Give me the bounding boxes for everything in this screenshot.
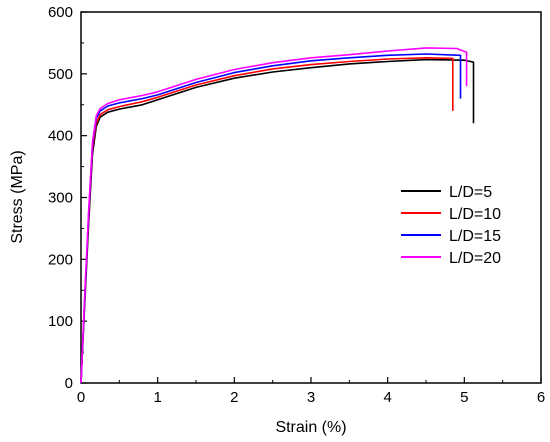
x-tick-label: 2: [230, 389, 238, 406]
legend-label: L/D=10: [449, 206, 501, 223]
x-tick-label: 3: [307, 389, 315, 406]
legend-label: L/D=15: [449, 228, 501, 245]
y-tick-label: 0: [65, 375, 73, 392]
x-tick-label: 5: [460, 389, 468, 406]
x-axis: 0 1 2 3 4 5 6: [77, 377, 545, 406]
y-tick-label: 200: [48, 251, 73, 268]
x-tick-label: 1: [153, 389, 161, 406]
x-axis-title: Strain (%): [275, 419, 346, 436]
y-tick-label: 400: [48, 128, 73, 145]
legend: L/D=5 L/D=10 L/D=15 L/D=20: [401, 184, 501, 267]
series-line: [80, 47, 468, 384]
x-tick-label: 4: [383, 389, 391, 406]
y-tick-label: 500: [48, 66, 73, 83]
series-line: [80, 58, 475, 384]
y-axis-title: Stress (MPa): [9, 150, 26, 243]
y-tick-label: 100: [48, 313, 73, 330]
y-tick-label: 300: [48, 190, 73, 207]
legend-label: L/D=20: [449, 250, 501, 267]
legend-label: L/D=5: [449, 184, 492, 201]
series-lines: [80, 47, 475, 384]
x-tick-label: 0: [77, 389, 85, 406]
y-axis: 0 100 200 300 400 500 600: [48, 4, 87, 392]
x-tick-label: 6: [537, 389, 545, 406]
y-tick-label: 600: [48, 4, 73, 21]
